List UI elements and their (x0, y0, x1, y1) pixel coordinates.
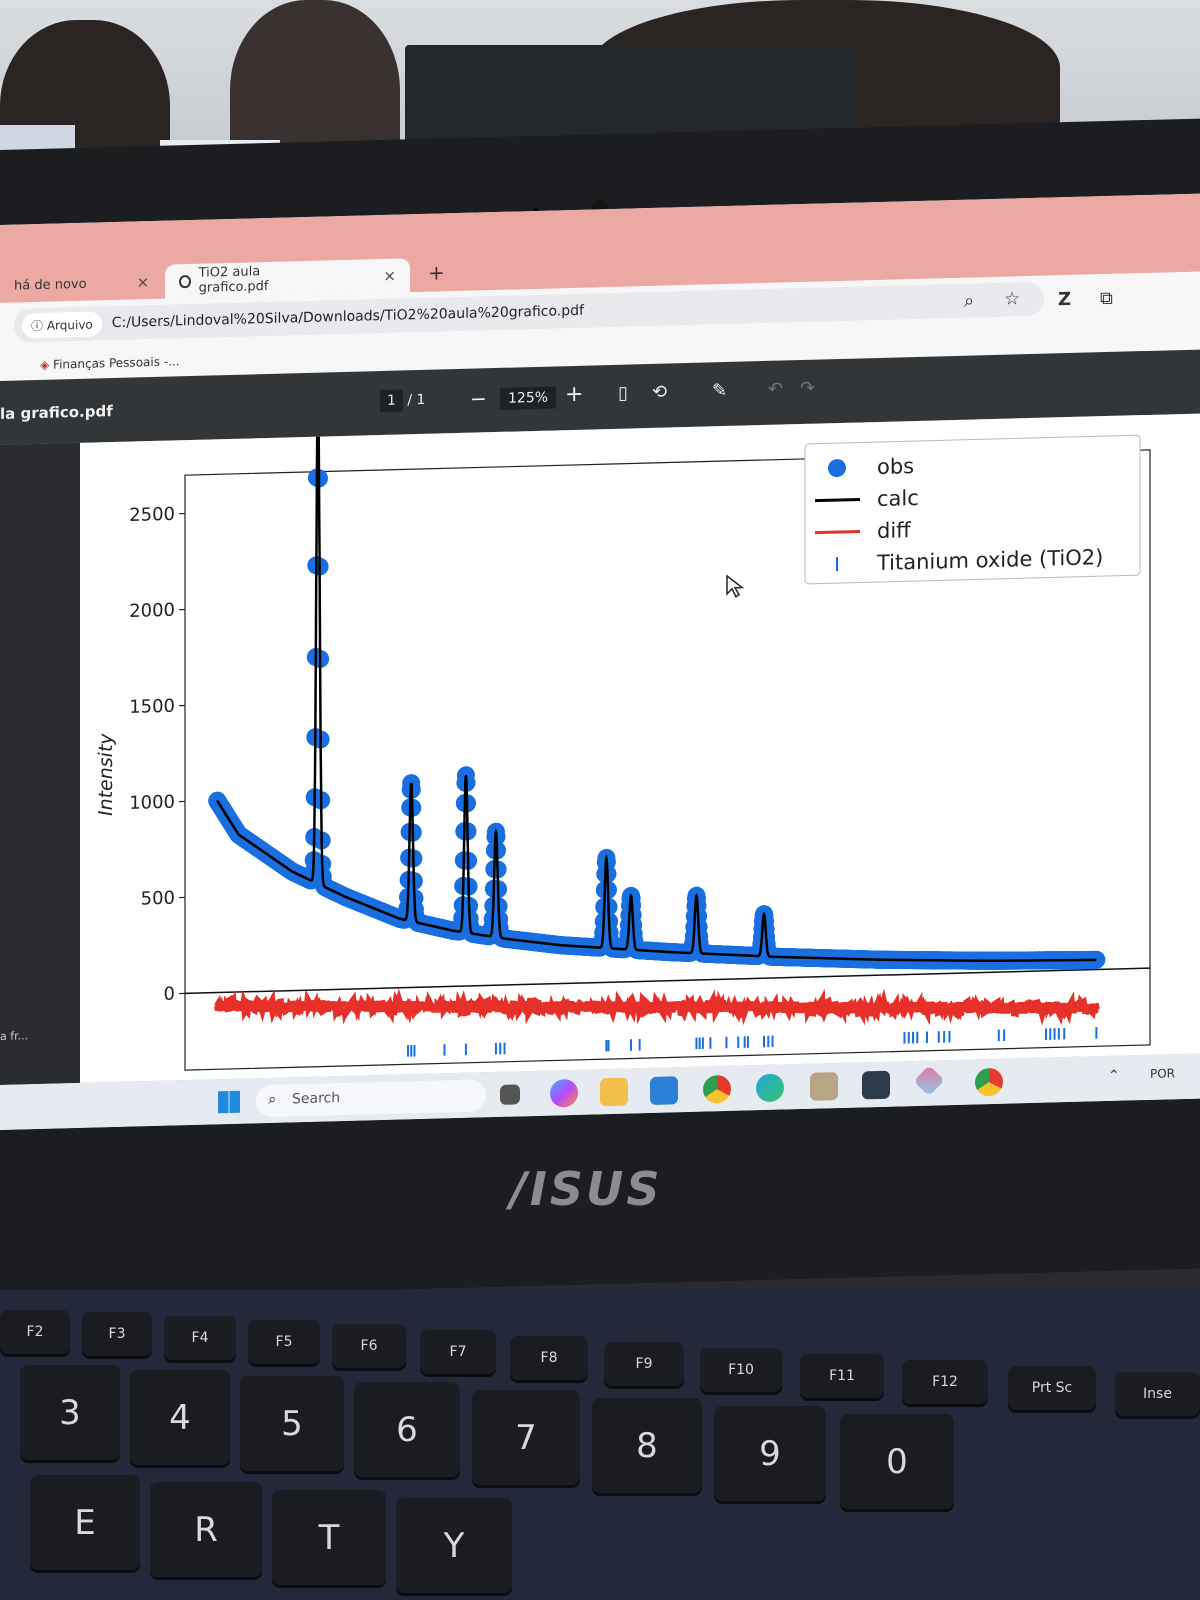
zoom-level[interactable]: 125% (500, 386, 557, 410)
mail-icon[interactable] (650, 1076, 678, 1105)
legend-label: obs (877, 454, 914, 479)
pdf-sidebar: a fr... (0, 442, 80, 1085)
xrd-chart: 0 500 1000 1500 2000 2500 Intensity obs calc dif… (95, 381, 1151, 1071)
key-7[interactable]: 7 (472, 1390, 580, 1485)
key-f3[interactable]: F3 (82, 1312, 152, 1356)
undo-icon[interactable]: ↶ (768, 378, 784, 400)
page-indicator: 1 / 1 (380, 389, 426, 413)
zoom-icon[interactable]: ⌕ (964, 290, 975, 312)
chart-axes: 0 500 1000 1500 2000 2500 Intensity (95, 449, 1151, 1071)
key-f10[interactable]: F10 (700, 1348, 782, 1392)
y-tick-label: 0 (164, 984, 175, 1005)
y-axis-label: Intensity (95, 732, 117, 816)
diff-line (214, 988, 1100, 1026)
draw-icon[interactable]: ✎ (712, 379, 728, 402)
language-indicator[interactable]: POR (1150, 1066, 1176, 1081)
bookmark-item[interactable]: Finanças Pessoais -... (53, 354, 180, 372)
mouse-cursor-icon (726, 574, 745, 598)
app-icon[interactable] (913, 1065, 945, 1097)
laptop-screen: há de novo × TiO2 aula grafico.pdf × + ⓘ… (0, 193, 1200, 1130)
pdf-content-area: a fr... 0 500 1000 1500 2000 2500 Intensity ob… (0, 381, 1200, 1085)
zero-line (185, 967, 1150, 995)
extension-icon[interactable]: ⧉ (1100, 287, 1113, 310)
y-tick-label: 500 (141, 888, 175, 910)
page-input[interactable]: 1 (380, 389, 403, 413)
bookmark-icon: ◈ (40, 357, 54, 372)
pdf-page: 0 500 1000 1500 2000 2500 Intensity obs calc dif… (80, 381, 1200, 1083)
edge-icon[interactable] (756, 1073, 784, 1103)
key-insert[interactable]: Inse (1115, 1372, 1200, 1416)
key-f5[interactable]: F5 (248, 1320, 320, 1364)
key-5[interactable]: 5 (240, 1376, 344, 1471)
extension-z-icon[interactable]: Z (1058, 288, 1072, 311)
key-f8[interactable]: F8 (510, 1336, 588, 1380)
taskbar-search[interactable]: ⌕ Search (256, 1079, 486, 1118)
task-view-icon[interactable] (500, 1084, 520, 1105)
key-9[interactable]: 9 (714, 1406, 826, 1501)
chrome-profile-icon[interactable] (975, 1067, 1003, 1097)
globe-icon (179, 274, 191, 288)
key-0[interactable]: 0 (840, 1414, 954, 1509)
plot-frame (184, 449, 1151, 1071)
diff-series (214, 988, 1100, 1026)
key-f6[interactable]: F6 (332, 1324, 406, 1368)
key-f9[interactable]: F9 (604, 1342, 684, 1386)
tray-chevron-icon[interactable]: ⌃ (1108, 1067, 1120, 1084)
tab-label: há de novo (14, 276, 87, 294)
site-info-chip[interactable]: ⓘ Arquivo (22, 310, 102, 338)
fit-page-icon[interactable]: ▯ (618, 382, 628, 404)
key-f2[interactable]: F2 (0, 1310, 70, 1354)
keyboard: F2 F3 F4 F5 F6 F7 F8 F9 F10 F11 F12 Prt … (0, 1290, 1200, 1600)
key-r[interactable]: R (150, 1482, 262, 1577)
legend-label: diff (877, 518, 911, 543)
search-icon: ⌕ (268, 1089, 277, 1108)
reflection-ticks (407, 1027, 1098, 1057)
page-total: / 1 (407, 391, 426, 409)
copilot-icon[interactable] (550, 1078, 578, 1108)
chrome-icon[interactable] (703, 1074, 731, 1104)
url-text: C:/Users/Lindoval%20Silva/Downloads/TiO2… (111, 302, 584, 332)
key-6[interactable]: 6 (354, 1382, 460, 1477)
tab-previous[interactable]: há de novo × (0, 265, 165, 303)
windows-start-icon[interactable] (218, 1090, 240, 1114)
key-f4[interactable]: F4 (164, 1316, 236, 1360)
search-placeholder: Search (292, 1090, 341, 1108)
key-4[interactable]: 4 (130, 1370, 230, 1465)
y-tick-label: 1500 (129, 696, 175, 718)
file-explorer-icon[interactable] (600, 1077, 628, 1107)
close-tab-icon[interactable]: × (136, 273, 150, 292)
legend-line-diff (815, 529, 860, 535)
y-tick-label: 1000 (129, 792, 175, 814)
key-f11[interactable]: F11 (800, 1354, 884, 1398)
rotate-icon[interactable]: ⟲ (652, 381, 668, 403)
key-8[interactable]: 8 (592, 1398, 702, 1493)
zoom-in-button[interactable]: + (565, 381, 584, 408)
key-f7[interactable]: F7 (420, 1330, 496, 1374)
tab-label: TiO2 aula grafico.pdf (198, 264, 269, 296)
obs-series (208, 381, 1106, 970)
asus-logo: /ISUS (510, 1162, 663, 1216)
terminal-icon[interactable] (862, 1070, 890, 1100)
key-3[interactable]: 3 (20, 1365, 120, 1460)
key-e[interactable]: E (30, 1475, 140, 1570)
close-tab-icon[interactable]: × (383, 266, 396, 285)
redo-icon[interactable]: ↷ (800, 377, 816, 400)
pdf-title: la grafico.pdf (0, 402, 113, 423)
legend-line-calc (815, 497, 860, 503)
y-tick-label: 2500 (129, 504, 175, 526)
new-tab-button[interactable]: + (428, 260, 445, 285)
key-f12[interactable]: F12 (902, 1360, 988, 1404)
y-tick-label: 2000 (129, 600, 175, 622)
star-icon[interactable]: ☆ (1004, 288, 1021, 310)
sidebar-fragment: a fr... (0, 1029, 29, 1043)
zoom-out-button[interactable]: − (470, 386, 487, 411)
site-info-label: Arquivo (46, 317, 93, 333)
app-icon[interactable] (810, 1072, 838, 1101)
key-prtsc[interactable]: Prt Sc (1008, 1366, 1096, 1410)
legend-label: calc (877, 486, 919, 511)
key-y[interactable]: Y (396, 1498, 512, 1593)
key-t[interactable]: T (272, 1490, 386, 1585)
